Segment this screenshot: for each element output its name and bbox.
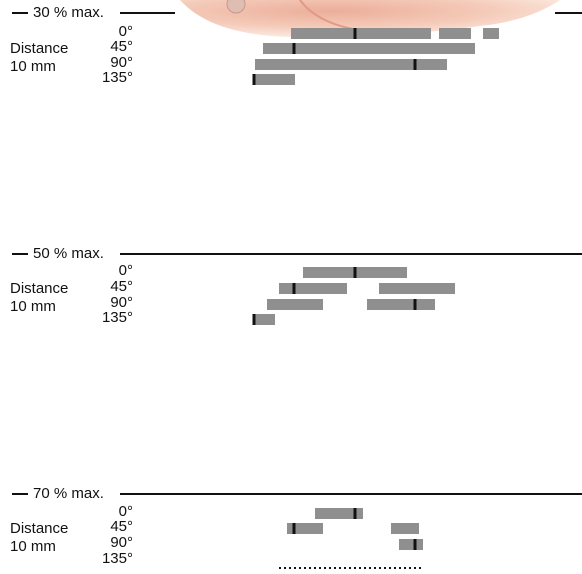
distance-label: Distance: [10, 280, 68, 297]
angle-label: 135°: [102, 69, 133, 86]
angle-label: 45°: [110, 38, 133, 55]
peak-marker: [354, 267, 357, 278]
distance-value: 10 mm: [10, 298, 56, 315]
response-bar: [367, 299, 435, 310]
response-bar: [255, 59, 447, 70]
response-bar: [391, 523, 419, 534]
response-bar: [253, 314, 275, 325]
response-bar: [267, 299, 323, 310]
response-bar: [483, 28, 499, 39]
angle-label: 45°: [110, 278, 133, 295]
peak-marker: [253, 314, 256, 325]
peak-marker: [414, 539, 417, 550]
peak-marker: [354, 508, 357, 519]
peak-marker: [293, 283, 296, 294]
peak-marker: [253, 74, 256, 85]
panel-label: 70 % max.: [33, 485, 104, 502]
peak-marker: [293, 523, 296, 534]
panel-label: 50 % max.: [33, 245, 104, 262]
response-bar: [399, 539, 423, 550]
figure: 30 % max.Distance10 mm0°45°90°135°50 % m…: [0, 0, 582, 574]
response-bar: [253, 74, 295, 85]
peak-marker: [414, 59, 417, 70]
response-bar: [379, 283, 455, 294]
distance-label: Distance: [10, 40, 68, 57]
peak-marker: [414, 299, 417, 310]
distance-value: 10 mm: [10, 58, 56, 75]
distance-label: Distance: [10, 520, 68, 537]
peak-marker: [293, 43, 296, 54]
distance-value: 10 mm: [10, 538, 56, 555]
response-bar: [291, 28, 431, 39]
angle-label: 90°: [110, 534, 133, 551]
response-bar: [287, 523, 323, 534]
angle-label: 45°: [110, 518, 133, 535]
angle-label: 0°: [119, 262, 133, 279]
panel-label: 30 % max.: [33, 4, 104, 21]
angle-label: 135°: [102, 550, 133, 567]
response-bar: [279, 283, 347, 294]
peak-marker: [354, 28, 357, 39]
response-bar: [439, 28, 471, 39]
angle-label: 135°: [102, 309, 133, 326]
